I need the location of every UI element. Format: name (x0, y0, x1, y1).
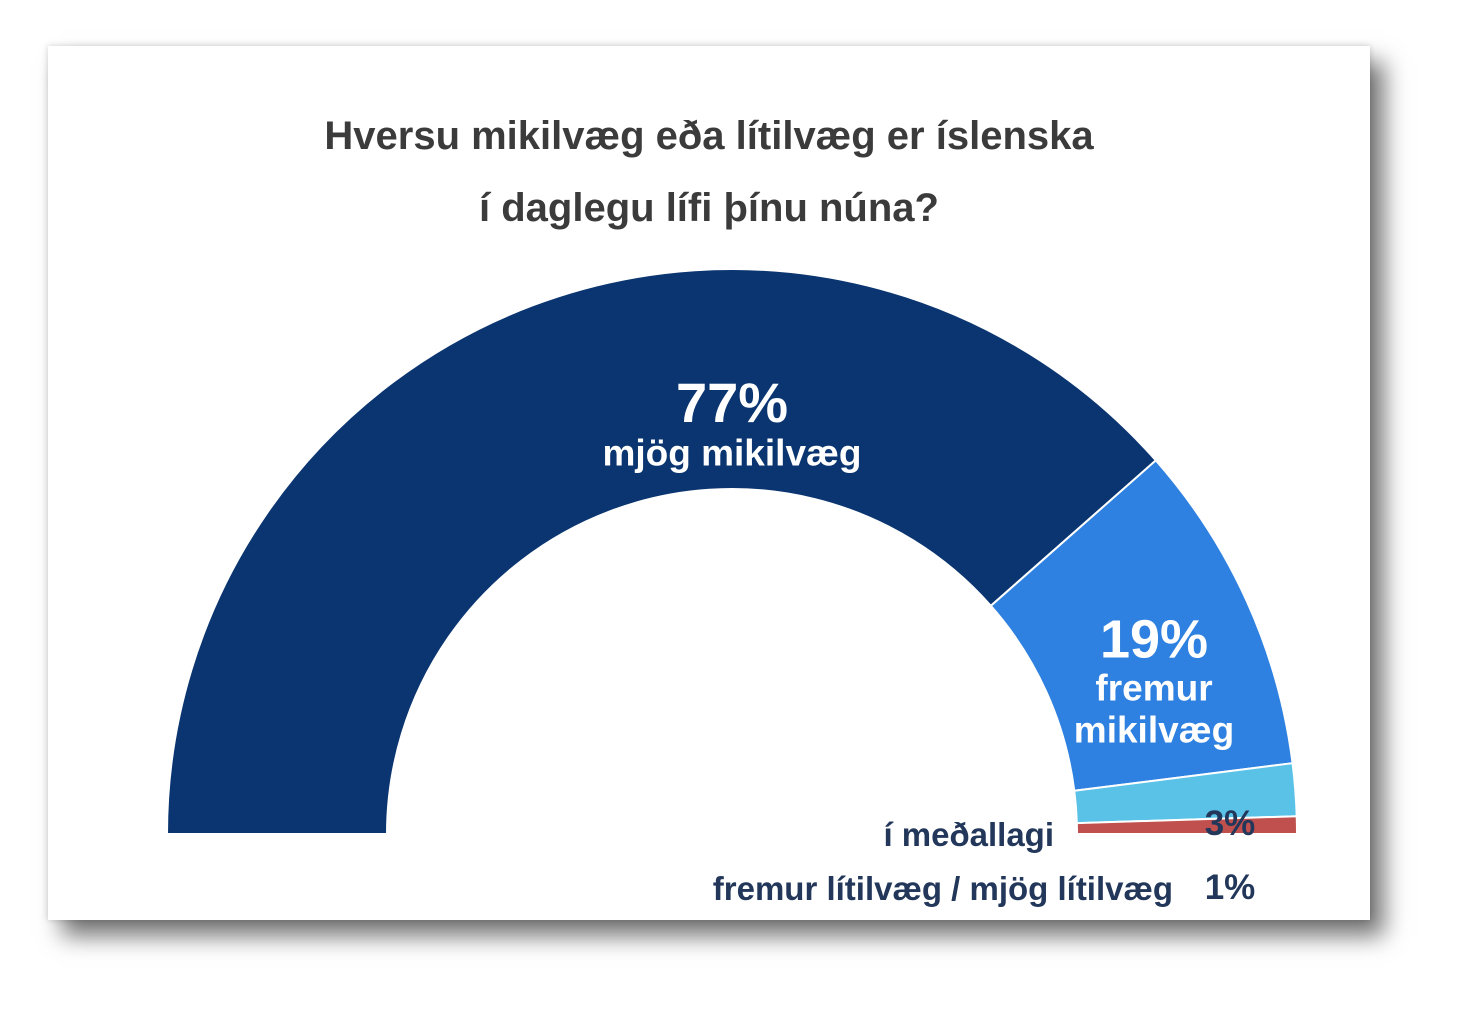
slice-3-category-label: í meðallagi (883, 816, 1054, 853)
slice-4 (1075, 815, 1299, 835)
slice-4-value-label: 1% (1205, 868, 1256, 907)
slice-1 (165, 268, 1158, 835)
chart-title-line-2: í daglegu lífi þínu núna? (479, 186, 939, 230)
chart-card: Hversu mikilvæg eða lítilvæg er íslenska… (48, 46, 1370, 920)
chart-title-line-1: Hversu mikilvæg eða lítilvæg er íslenska (324, 114, 1094, 158)
slice-2-category-label: mikilvæg (1074, 709, 1234, 750)
slice-2-value-label: 19% (1100, 609, 1208, 669)
slice-1-value-label: 77% (676, 371, 788, 434)
slice-3-value-label: 3% (1205, 804, 1256, 843)
slice-4-category-label: fremur lítilvæg / mjög lítilvæg (713, 870, 1173, 907)
slice-2-category-label: fremur (1095, 667, 1212, 708)
slice-1-category-label: mjög mikilvæg (602, 432, 861, 473)
